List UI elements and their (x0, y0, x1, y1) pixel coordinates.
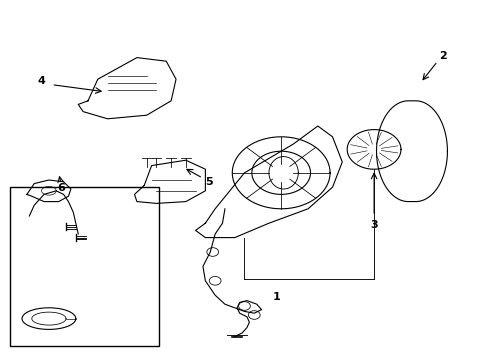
Text: 1: 1 (272, 292, 280, 302)
Bar (10, 187, 159, 346)
Text: 6: 6 (57, 183, 65, 193)
Text: 4: 4 (38, 76, 45, 86)
Text: 2: 2 (438, 51, 446, 61)
Text: 5: 5 (205, 177, 213, 187)
Text: 3: 3 (369, 220, 377, 230)
